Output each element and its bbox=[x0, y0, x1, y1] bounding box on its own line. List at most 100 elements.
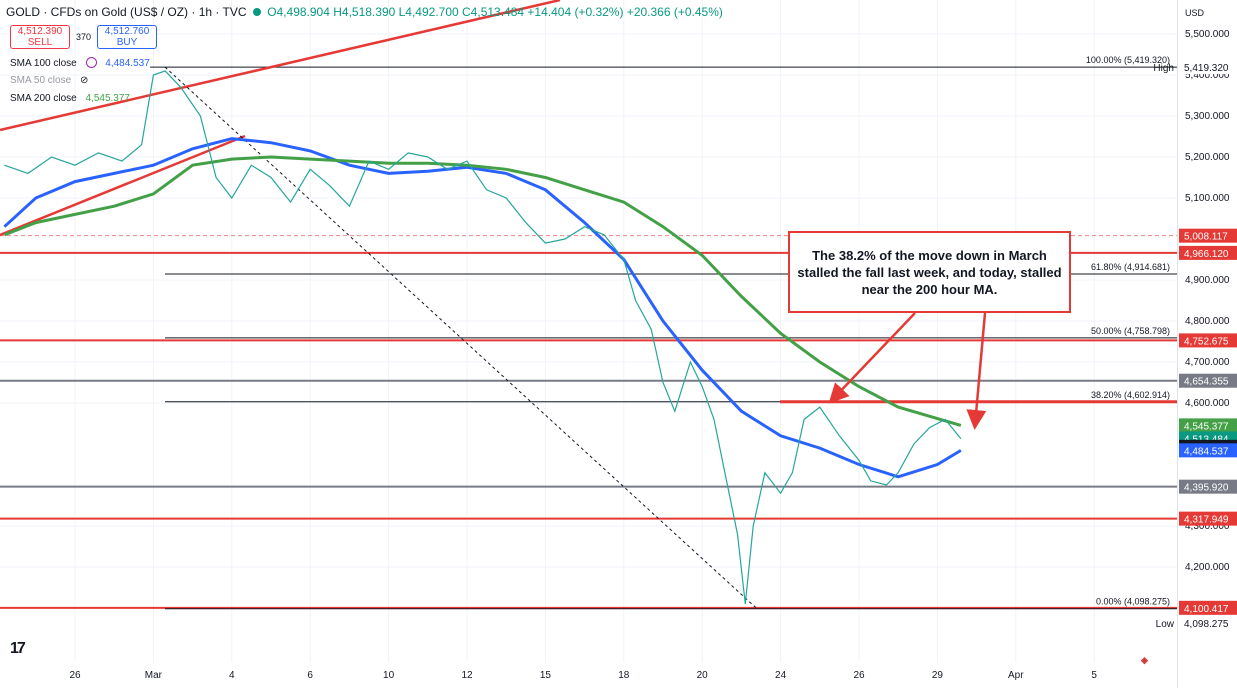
buy-label: BUY bbox=[116, 37, 138, 48]
x-tick-label: 15 bbox=[540, 670, 552, 681]
x-tick-label: 26 bbox=[69, 670, 81, 681]
price-tag-label: 4,317.949 bbox=[1184, 515, 1229, 526]
price-tag-label: 4,966.120 bbox=[1184, 249, 1229, 260]
x-tick-label: Apr bbox=[1008, 670, 1024, 681]
indicator-name: SMA 200 close bbox=[10, 93, 77, 104]
price-tags: High 5,419.320 5,008.117 4,966.120 4,752.675… bbox=[1153, 60, 1237, 630]
y-tick-label: 4,800.000 bbox=[1185, 316, 1230, 327]
price-tag: 4,545.377 bbox=[1179, 418, 1237, 433]
buy-button[interactable]: 4,512.760 BUY bbox=[97, 25, 158, 49]
price-tag-label: 4,098.275 bbox=[1184, 619, 1229, 630]
indicator-sma100[interactable]: SMA 100 close 4,484.537 bbox=[10, 57, 150, 69]
x-tick-label: 26 bbox=[853, 670, 865, 681]
y-tick-label: 5,200.000 bbox=[1185, 152, 1230, 163]
x-tick-label: 4 bbox=[229, 670, 235, 681]
y-tick-label: 5,300.000 bbox=[1185, 111, 1230, 122]
price-tag-box bbox=[1179, 616, 1237, 630]
price-tag-box bbox=[1179, 600, 1237, 615]
x-tick-label: 6 bbox=[307, 670, 313, 681]
y-tick-label: 5,400.000 bbox=[1185, 70, 1230, 81]
y-tick-label: 5,500.000 bbox=[1185, 29, 1230, 40]
sell-price: 4,512.390 bbox=[17, 26, 63, 37]
price-tag: 4,395.920 bbox=[1179, 479, 1237, 494]
price-tag-prefix: Low bbox=[1156, 619, 1175, 630]
fib-label: 50.00% (4,758.798) bbox=[1091, 326, 1170, 336]
sell-button[interactable]: 4,512.390 SELL bbox=[10, 25, 70, 49]
price-tag-label: 5,419.320 bbox=[1184, 63, 1229, 74]
trend-channel-lower bbox=[0, 134, 246, 237]
price-line bbox=[4, 70, 962, 604]
x-tick-label: 12 bbox=[461, 670, 473, 681]
time-axis: 26 Mar 4 6 10 12 15 18 20 24 26 29 Apr 5 bbox=[69, 670, 1097, 681]
symbol-header: GOLD · CFDs on Gold (US$ / OZ) · 1h · TV… bbox=[6, 5, 723, 19]
y-tick-label: 4,700.000 bbox=[1185, 357, 1230, 368]
x-tick-label: Mar bbox=[145, 670, 163, 681]
price-tag: 5,008.117 bbox=[1179, 228, 1237, 243]
sma-100-close-line bbox=[3, 137, 962, 479]
price-tag-box bbox=[1179, 479, 1237, 494]
fib-label: 38.20% (4,602.914) bbox=[1091, 390, 1170, 400]
annotation-arrows bbox=[828, 312, 987, 430]
price-tag: Low 4,098.275 bbox=[1156, 616, 1237, 630]
buy-price: 4,512.760 bbox=[104, 26, 150, 37]
price-tag: 4,966.120 bbox=[1179, 245, 1237, 260]
y-tick-label: 4,300.000 bbox=[1185, 521, 1230, 532]
x-tick-label: 29 bbox=[932, 670, 944, 681]
arrow-to-200ma bbox=[966, 312, 987, 430]
x-tick-label: 20 bbox=[697, 670, 709, 681]
price-tag: 4,484.537 bbox=[1179, 443, 1237, 458]
x-tick-label: 5 bbox=[1091, 670, 1097, 681]
indicator-sma50[interactable]: SMA 50 close ⊘ bbox=[10, 75, 88, 86]
price-tag-label: 4,484.537 bbox=[1184, 446, 1229, 457]
price-tag: High 5,419.320 bbox=[1153, 60, 1237, 75]
x-tick-label: 10 bbox=[383, 670, 395, 681]
indicator-sma200[interactable]: SMA 200 close 4,545.377 bbox=[10, 93, 130, 104]
price-tag: 4,317.949 bbox=[1179, 511, 1237, 526]
currency-label: USD bbox=[1185, 8, 1205, 18]
y-tick-label: 4,900.000 bbox=[1185, 275, 1230, 286]
indicator-value: 4,484.537 bbox=[105, 58, 150, 69]
trend-channel-upper bbox=[0, 0, 561, 132]
series-lines bbox=[3, 70, 962, 604]
fib-label: 0.00% (4,098.275) bbox=[1096, 597, 1170, 607]
annotation-callout: The 38.2% of the move down in March stal… bbox=[788, 231, 1071, 313]
trade-buttons: 4,512.390 SELL 370 4,512.760 BUY bbox=[10, 25, 158, 49]
fib-label: 100.00% (5,419.320) bbox=[1086, 55, 1170, 65]
x-tick-label: 24 bbox=[775, 670, 787, 681]
spread-value: 370 bbox=[76, 32, 92, 42]
price-tag: 4,654.355 bbox=[1179, 373, 1237, 388]
tradingview-logo-icon: 17 bbox=[10, 640, 26, 657]
symbol-title: GOLD · CFDs on Gold (US$ / OZ) · 1h · TV… bbox=[6, 5, 247, 19]
price-scale-panel[interactable] bbox=[1177, 0, 1237, 688]
horizontal-levels bbox=[0, 235, 1177, 609]
hidden-eye-icon[interactable]: ⊘ bbox=[79, 75, 89, 86]
y-tick-label: 5,100.000 bbox=[1185, 193, 1230, 204]
price-tag-box bbox=[1179, 418, 1237, 433]
price-tag-prefix: High bbox=[1153, 63, 1174, 74]
indicator-name: SMA 100 close bbox=[10, 58, 77, 69]
grid bbox=[0, 0, 1177, 662]
indicator-name: SMA 50 close bbox=[10, 75, 72, 86]
price-tag-box bbox=[1179, 511, 1237, 526]
price-tag-box bbox=[1179, 60, 1237, 75]
price-tag-box bbox=[1179, 245, 1237, 260]
indicator-value: 4,545.377 bbox=[85, 93, 131, 104]
price-tag-label: 4,752.675 bbox=[1184, 336, 1229, 347]
y-tick-label: 4,600.000 bbox=[1185, 398, 1230, 409]
x-tick-label: 18 bbox=[618, 670, 630, 681]
market-status-icon bbox=[252, 8, 261, 16]
trend-lines bbox=[0, 0, 758, 610]
sma-200-close-line bbox=[3, 155, 962, 427]
ohlc-values: O4,498.904 H4,518.390 L4,492.700 C4,513.… bbox=[267, 5, 723, 19]
price-tag-label: 5,008.117 bbox=[1184, 232, 1228, 243]
price-tag-label: 4,100.417 bbox=[1184, 604, 1229, 615]
watermark-logo-icon: ◈ bbox=[1141, 655, 1148, 665]
price-tag-label: 4,654.355 bbox=[1184, 377, 1229, 388]
arrow-to-38-level bbox=[828, 312, 916, 404]
loading-icon bbox=[85, 57, 97, 68]
price-tag-box bbox=[1179, 228, 1237, 243]
y-tick-label: 4,200.000 bbox=[1185, 562, 1230, 573]
price-tag-box bbox=[1179, 443, 1237, 458]
price-tag: 4,752.675 bbox=[1179, 333, 1237, 348]
